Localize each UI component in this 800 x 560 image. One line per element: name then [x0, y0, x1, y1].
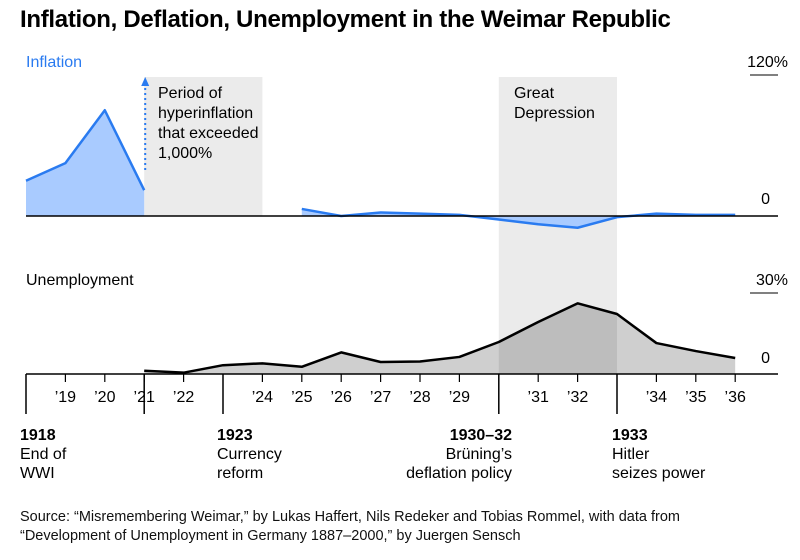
x-tick-label-10: ’29	[449, 389, 470, 406]
x-tick-label-1: ’19	[55, 389, 76, 406]
x-tick-label-8: ’27	[370, 389, 391, 406]
x-tick-label-4: ’22	[173, 389, 194, 406]
event-desc-4-2: seizes power	[612, 465, 706, 482]
source-note: Source: “Misremembering Weimar,” by Luka…	[20, 508, 790, 546]
x-tick-label-5: ’24	[252, 389, 273, 406]
inflation-area-1	[26, 110, 145, 216]
x-tick-label-9: ’28	[409, 389, 430, 406]
depression-label-line-1: Great	[514, 85, 555, 102]
inflation-line-1	[25, 109, 146, 191]
x-tick-label-14: ’35	[685, 389, 706, 406]
hyperinflation-label-line-3: that exceeded	[158, 125, 259, 142]
x-tick-label-6: ’25	[291, 389, 312, 406]
event-desc-1-2: WWI	[20, 465, 55, 482]
unemployment-area-depression	[498, 303, 617, 374]
event-desc-1-1: End of	[20, 446, 67, 463]
event-year-3: 1930–32	[450, 427, 512, 444]
x-tick-label-12: ’32	[567, 389, 588, 406]
event-year-4: 1933	[612, 427, 648, 444]
inflation-line-2	[301, 207, 736, 229]
x-tick-label-11: ’31	[528, 389, 549, 406]
event-desc-3-2: deflation policy	[406, 465, 512, 482]
hyperinflation-label-line-1: Period of	[158, 85, 223, 102]
depression-label-line-2: Depression	[514, 105, 595, 122]
hyperinflation-label-line-2: hyperinflation	[158, 105, 253, 122]
x-tick-label-2: ’20	[94, 389, 115, 406]
unemployment-area	[144, 303, 736, 374]
unemployment-line	[144, 302, 736, 374]
unemployment-label: Unemployment	[26, 272, 134, 289]
inflation-y-zero: 0	[761, 191, 770, 208]
shaded-period-1	[144, 77, 263, 216]
x-tick-label-15: ’36	[725, 389, 746, 406]
x-tick-label-13: ’34	[646, 389, 667, 406]
hyperinflation-label-line-4: 1,000%	[158, 145, 212, 162]
event-desc-2-1: Currency	[217, 446, 282, 463]
unemployment-y-zero: 0	[761, 350, 770, 367]
event-year-1: 1918	[20, 427, 56, 444]
source-line-1: Source: “Misremembering Weimar,” by Luka…	[20, 509, 680, 525]
unemployment-y-max: 30%	[756, 272, 788, 289]
hyperinflation-arrow-head	[141, 77, 150, 86]
x-tick-label-7: ’26	[331, 389, 352, 406]
event-desc-4-1: Hitler	[612, 446, 650, 463]
inflation-label: Inflation	[26, 54, 82, 71]
event-desc-3-1: Brüning’s	[446, 446, 512, 463]
source-line-2: “Development of Unemployment in Germany …	[20, 528, 521, 544]
event-year-2: 1923	[217, 427, 253, 444]
event-desc-2-2: reform	[217, 465, 263, 482]
inflation-y-max: 120%	[747, 54, 788, 71]
chart-title: Inflation, Deflation, Unemployment in th…	[20, 6, 671, 33]
